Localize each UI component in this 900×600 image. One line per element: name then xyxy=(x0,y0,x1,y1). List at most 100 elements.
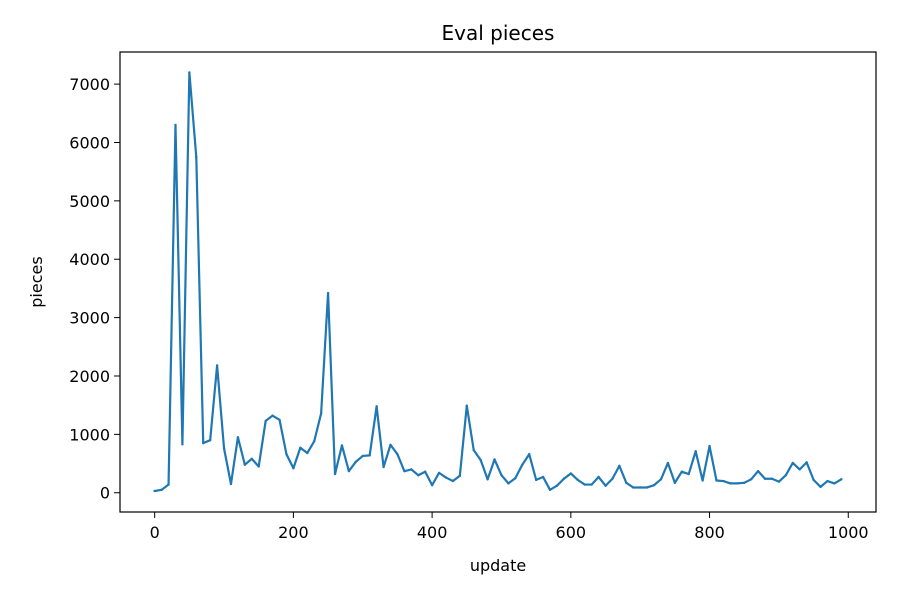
data-point xyxy=(756,469,760,473)
data-point xyxy=(805,461,808,464)
data-point xyxy=(313,440,316,443)
data-point xyxy=(423,470,427,473)
data-point xyxy=(493,458,496,461)
y-tick-label: 5000 xyxy=(69,192,110,211)
data-point xyxy=(729,482,732,485)
data-point xyxy=(278,418,281,421)
data-point xyxy=(576,478,579,482)
x-tick-label: 0 xyxy=(150,523,160,542)
data-point xyxy=(396,453,399,456)
x-tick-label: 800 xyxy=(694,523,725,542)
data-point xyxy=(202,441,205,445)
data-point xyxy=(292,467,295,470)
data-point xyxy=(534,478,538,482)
data-point xyxy=(840,478,843,481)
data-point xyxy=(548,488,552,492)
data-point xyxy=(708,444,711,448)
data-point xyxy=(652,483,656,487)
data-point xyxy=(403,469,406,473)
data-point xyxy=(389,443,392,447)
data-point xyxy=(819,485,822,489)
data-point xyxy=(195,155,198,159)
data-point xyxy=(340,444,344,447)
data-point xyxy=(437,471,441,475)
data-point xyxy=(271,414,274,417)
data-point xyxy=(604,484,607,487)
data-point xyxy=(687,472,690,476)
data-point xyxy=(153,489,156,493)
x-tick-label: 1000 xyxy=(828,523,869,542)
data-point xyxy=(257,465,260,468)
data-point xyxy=(229,482,233,486)
data-point xyxy=(375,405,378,408)
data-point xyxy=(319,412,323,415)
y-tick-label: 4000 xyxy=(69,250,110,269)
data-point xyxy=(632,486,635,489)
data-point xyxy=(743,481,746,485)
data-point xyxy=(722,479,725,483)
y-tick-label: 2000 xyxy=(69,367,110,386)
y-tick-label: 3000 xyxy=(69,309,110,328)
data-point xyxy=(174,123,177,127)
data-point xyxy=(479,458,482,462)
y-tick-label: 0 xyxy=(100,484,110,503)
data-point xyxy=(299,446,302,449)
y-tick-label: 7000 xyxy=(69,75,110,94)
data-point xyxy=(347,469,351,473)
plot-area xyxy=(153,71,843,493)
data-point xyxy=(222,447,226,450)
data-point xyxy=(680,470,683,473)
y-axis-label: pieces xyxy=(27,256,46,307)
x-tick-label: 600 xyxy=(556,523,587,542)
data-point xyxy=(326,291,330,295)
data-point xyxy=(777,480,781,483)
data-point xyxy=(715,479,718,482)
data-point xyxy=(562,477,566,480)
data-point xyxy=(507,482,510,485)
x-tick-label: 400 xyxy=(417,523,448,542)
data-point xyxy=(382,465,385,469)
data-point xyxy=(444,476,448,479)
data-point xyxy=(215,364,219,367)
data-point xyxy=(410,468,413,471)
chart-title: Eval pieces xyxy=(442,21,555,45)
data-point xyxy=(208,439,212,442)
data-point xyxy=(541,475,545,479)
data-point xyxy=(521,463,524,466)
data-point xyxy=(833,482,836,485)
data-point xyxy=(417,474,420,477)
y-tick-label: 1000 xyxy=(69,425,110,444)
data-point xyxy=(569,472,573,475)
x-tick-label: 200 xyxy=(278,523,309,542)
data-point xyxy=(597,475,600,479)
data-point xyxy=(770,477,774,480)
data-point xyxy=(181,443,184,446)
data-point xyxy=(514,476,517,480)
data-point xyxy=(645,486,649,489)
data-point xyxy=(264,419,267,423)
data-point xyxy=(673,481,677,485)
data-point xyxy=(167,483,170,486)
data-point xyxy=(430,483,434,487)
data-point xyxy=(694,450,697,453)
data-point xyxy=(625,481,628,485)
data-point xyxy=(188,71,191,74)
data-point xyxy=(361,454,364,458)
data-point xyxy=(472,448,475,452)
data-point xyxy=(736,482,739,485)
data-point xyxy=(458,474,462,478)
data-point xyxy=(354,460,358,463)
data-point xyxy=(451,479,455,483)
data-point xyxy=(618,464,621,468)
data-point xyxy=(638,486,642,489)
data-point xyxy=(306,451,309,455)
series-line xyxy=(153,71,843,493)
data-point xyxy=(250,457,253,461)
data-point xyxy=(236,436,240,439)
data-point xyxy=(784,474,788,477)
data-point xyxy=(528,453,531,456)
series-points xyxy=(153,71,843,493)
data-point xyxy=(611,477,614,480)
